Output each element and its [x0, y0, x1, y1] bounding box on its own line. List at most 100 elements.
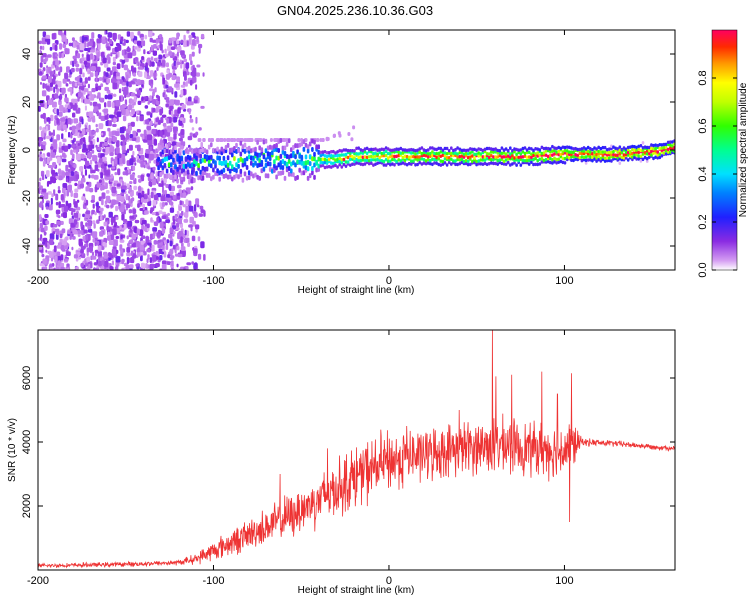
heatmap-ridge-cell — [277, 171, 280, 176]
heatmap-ridge-cell — [536, 154, 539, 158]
heatmap-ridge-cell — [469, 162, 472, 167]
snr-x-tick-label: 100 — [555, 575, 573, 587]
heatmap-noise-cell — [57, 189, 61, 194]
heatmap-ridge-cell — [395, 154, 398, 159]
heatmap-ridge-cell — [633, 155, 636, 160]
heatmap-noise-cell — [97, 34, 101, 39]
heatmap-noise-cell — [76, 44, 80, 50]
heatmap-noise-cell — [142, 251, 147, 256]
heatmap-noise-cell — [47, 99, 53, 106]
heatmap-ridge-cell — [418, 147, 421, 151]
heatmap-noise-cell — [58, 30, 63, 36]
heatmap-noise-cell — [126, 235, 129, 240]
heatmap-ridge-cell — [424, 162, 428, 166]
heatmap-noise-cell — [112, 66, 117, 72]
heatmap-ridge-cell — [250, 160, 253, 166]
heatmap-ridge-cell — [167, 173, 171, 179]
heatmap-ridge-cell — [296, 159, 299, 165]
heatmap-noise-cell — [157, 61, 161, 67]
heatmap-noise-cell — [333, 133, 336, 138]
heatmap-ridge-cell — [500, 151, 504, 156]
heatmap-ridge-cell — [645, 152, 649, 156]
heatmap-noise-cell — [87, 228, 93, 233]
heatmap-ridge-cell — [506, 157, 510, 161]
heatmap-ridge-cell — [384, 153, 388, 158]
heatmap-noise-cell — [192, 39, 196, 46]
heatmap-ridge-cell — [517, 159, 520, 163]
heatmap-ridge-cell — [445, 146, 449, 151]
heatmap-noise-cell — [143, 139, 148, 143]
heatmap-noise-cell — [117, 153, 122, 159]
heatmap-ridge-cell — [403, 148, 407, 152]
heatmap-ridge-cell — [494, 150, 497, 154]
heatmap-ridge-cell — [199, 158, 202, 164]
heatmap-ridge-cell — [302, 146, 306, 152]
heatmap-noise-cell — [50, 114, 54, 122]
heatmap-ridge-cell — [591, 155, 594, 159]
heatmap-noise-cell — [164, 202, 168, 206]
heatmap-noise-cell — [171, 74, 176, 81]
heatmap-noise-cell — [153, 240, 159, 245]
heatmap-ridge-cell — [256, 174, 259, 180]
heatmap-noise-cell — [129, 174, 135, 180]
heatmap-ridge-cell — [612, 145, 615, 149]
heatmap-ridge-cell — [283, 175, 287, 181]
heatmap-ridge-cell — [635, 148, 638, 152]
heatmap-ridge-cell — [275, 143, 278, 148]
heatmap-ridge-cell — [500, 155, 504, 159]
heatmap-noise-cell — [39, 201, 43, 208]
heatmap-ridge-cell — [330, 161, 333, 165]
heatmap-ridge-cell — [441, 148, 445, 152]
heatmap-ridge-cell — [584, 147, 588, 151]
heatmap-ridge-cell — [435, 147, 438, 152]
heatmap-ridge-cell — [361, 158, 365, 162]
heatmap-noise-cell — [97, 43, 101, 50]
heatmap-noise-cell — [44, 38, 50, 42]
heatmap-noise-cell — [236, 138, 240, 142]
heatmap-noise-cell — [101, 156, 107, 162]
heatmap-ridge-cell — [555, 150, 558, 154]
heatmap-noise-cell — [156, 67, 159, 71]
heatmap-ridge-cell — [618, 148, 622, 153]
heatmap-noise-cell — [150, 207, 155, 212]
heatmap-ridge-cell — [631, 144, 634, 149]
heatmap-noise-cell — [47, 76, 52, 83]
heatmap-ridge-cell — [340, 149, 344, 153]
heatmap-ridge-cell — [308, 141, 312, 147]
heatmap-ridge-cell — [666, 147, 670, 152]
heatmap-noise-cell — [75, 174, 80, 180]
heatmap-noise-cell — [81, 177, 86, 183]
heatmap-ridge-cell — [589, 150, 592, 154]
heatmap-ridge-cell — [637, 150, 640, 155]
heatmap-noise-cell — [70, 232, 73, 238]
heatmap-noise-cell — [125, 74, 129, 81]
heatmap-ridge-cell — [224, 145, 228, 150]
heatmap-ridge-cell — [224, 160, 228, 165]
heatmap-noise-cell — [127, 52, 133, 59]
heatmap-noise-cell — [186, 40, 189, 47]
heatmap-ridge-cell — [481, 162, 485, 166]
heatmap-noise-cell — [68, 42, 73, 47]
heatmap-ridge-cell — [359, 162, 363, 166]
heatmap-noise-cell — [81, 57, 85, 62]
heatmap-ridge-cell — [395, 159, 398, 164]
heatmap-ridge-cell — [420, 157, 424, 161]
heatmap-ridge-cell — [281, 159, 285, 164]
heatmap-ridge-cell — [555, 157, 558, 162]
heatmap-noise-cell — [129, 215, 135, 219]
heatmap-ridge-cell — [534, 147, 537, 151]
heatmap-ridge-cell — [163, 173, 167, 179]
heatmap-noise-cell — [129, 158, 134, 166]
heatmap-ridge-cell — [437, 157, 440, 161]
heatmap-ridge-cell — [669, 140, 672, 144]
heatmap-ridge-cell — [186, 169, 190, 175]
heatmap-noise-cell — [121, 95, 124, 102]
heatmap-noise-cell — [153, 251, 156, 255]
heatmap-noise-cell — [73, 254, 78, 259]
heatmap-noise-cell — [167, 136, 173, 142]
heatmap-noise-cell — [155, 117, 160, 123]
heatmap-noise-cell — [177, 253, 183, 258]
heatmap-ridge-cell — [176, 166, 179, 172]
heatmap-noise-cell — [59, 66, 63, 73]
heatmap-noise-cell — [174, 83, 180, 88]
